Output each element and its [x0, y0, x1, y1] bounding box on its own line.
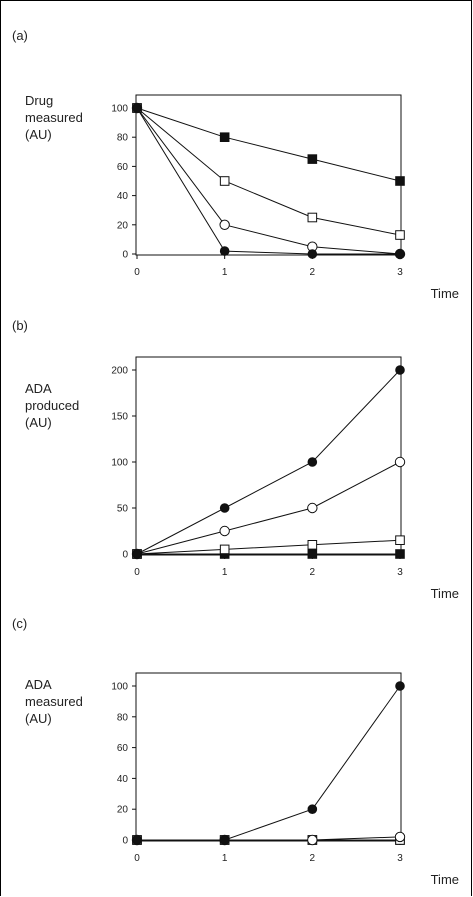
series-line-filled-circle — [137, 685, 401, 841]
data-point-filled-circle — [219, 503, 230, 513]
series-line-open-square — [136, 539, 401, 555]
x-tick-label: 1 — [222, 267, 228, 278]
data-point-open-square — [307, 540, 318, 550]
y-axis-label-line: ADA — [25, 381, 52, 396]
data-point-filled-square — [395, 176, 405, 186]
panel-letter: (c) — [12, 616, 27, 631]
series-line-filled-square — [136, 107, 401, 182]
y-tick-label: 80 — [117, 712, 129, 723]
series-line-filled-circle — [136, 369, 401, 555]
data-point-filled-square — [219, 132, 230, 142]
data-point-filled-circle — [395, 249, 405, 259]
plot-area-frame — [135, 94, 402, 256]
data-point-filled-circle — [219, 835, 230, 845]
y-axis-label-line: (AU) — [25, 415, 52, 430]
data-point-open-square — [307, 212, 318, 223]
plot-area-frame — [135, 672, 402, 842]
y-tick-label: 20 — [117, 805, 129, 816]
panel-letter: (a) — [12, 28, 28, 43]
data-point-filled-square — [395, 549, 405, 559]
y-tick-label: 0 — [122, 250, 128, 261]
chart-panel-a: (a) Drug measured (AU) 0 20 40 60 80 100 0 1 2 3 Time — [12, 28, 459, 301]
chart-panel-b: (b) ADA produced (AU) 0 50 100 150 200 0 1 2 3 Time — [12, 318, 459, 601]
data-point-filled-circle — [307, 457, 318, 467]
x-tick-label: 3 — [397, 267, 403, 278]
series-line-filled-circle — [136, 107, 400, 255]
data-point-filled-circle — [132, 549, 142, 559]
data-point-open-circle — [219, 219, 230, 231]
y-tick-label: 80 — [117, 133, 129, 144]
series-line-open-square — [136, 107, 401, 236]
data-point-open-circle — [394, 831, 406, 843]
x-tick-label: 2 — [310, 567, 316, 578]
y-axis-label-line: (AU) — [25, 127, 52, 142]
y-axis-label-line: ADA — [25, 677, 52, 692]
x-tick-label: 0 — [134, 853, 140, 864]
x-axis-label: Time — [431, 286, 459, 301]
data-point-filled-square — [307, 154, 318, 164]
data-point-filled-circle — [307, 804, 318, 815]
data-point-open-square — [219, 544, 230, 555]
y-tick-label: 100 — [111, 458, 128, 469]
x-tick-label: 2 — [310, 853, 316, 864]
x-tick-label: 1 — [222, 853, 228, 864]
y-tick-label: 200 — [111, 366, 128, 377]
y-tick-label: 100 — [111, 682, 128, 693]
plot-area-frame — [135, 356, 402, 556]
data-point-filled-circle — [307, 249, 318, 259]
y-axis-label-line: (AU) — [25, 711, 52, 726]
x-tick-label: 0 — [134, 567, 140, 578]
x-axis-label: Time — [431, 872, 459, 887]
series-line-open-circle — [136, 461, 401, 555]
x-tick-label: 3 — [397, 853, 403, 864]
y-tick-label: 0 — [122, 550, 128, 561]
y-tick-label: 20 — [117, 220, 129, 231]
y-tick-label: 60 — [117, 743, 129, 754]
data-point-filled-circle — [395, 365, 405, 375]
y-tick-label: 40 — [117, 774, 129, 785]
y-axis-label-line: produced — [25, 398, 79, 413]
panel-letter: (b) — [12, 318, 28, 333]
y-tick-label: 100 — [111, 104, 128, 115]
x-tick-label: 1 — [222, 567, 228, 578]
data-point-filled-square — [307, 549, 318, 559]
chart-panel-c: (c) ADA measured (AU) 0 20 40 60 80 100 0 1 2 3 Time — [12, 616, 459, 887]
data-point-open-circle — [394, 456, 406, 468]
y-tick-label: 40 — [117, 191, 129, 202]
data-point-open-square — [219, 176, 230, 186]
x-axis-label: Time — [431, 586, 459, 601]
x-tick-label: 2 — [310, 267, 316, 278]
data-point-filled-circle — [132, 103, 142, 113]
data-point-filled-circle — [219, 246, 230, 256]
y-axis-label-line: Drug — [25, 93, 53, 108]
y-tick-label: 50 — [117, 504, 129, 515]
x-tick-label: 3 — [397, 567, 403, 578]
y-axis-label-line: measured — [25, 694, 83, 709]
y-axis-label-line: measured — [25, 110, 83, 125]
data-point-open-circle — [307, 502, 318, 514]
data-point-filled-circle — [132, 835, 142, 845]
y-tick-label: 60 — [117, 162, 129, 173]
x-tick-label: 0 — [134, 267, 140, 278]
data-point-open-circle — [219, 525, 230, 537]
series-line-open-circle — [136, 107, 401, 255]
data-point-open-square — [395, 535, 405, 546]
data-point-open-circle — [307, 834, 318, 846]
data-point-open-square — [395, 230, 405, 240]
data-point-filled-circle — [395, 681, 405, 691]
y-tick-label: 150 — [111, 412, 128, 423]
y-tick-label: 0 — [122, 836, 128, 847]
